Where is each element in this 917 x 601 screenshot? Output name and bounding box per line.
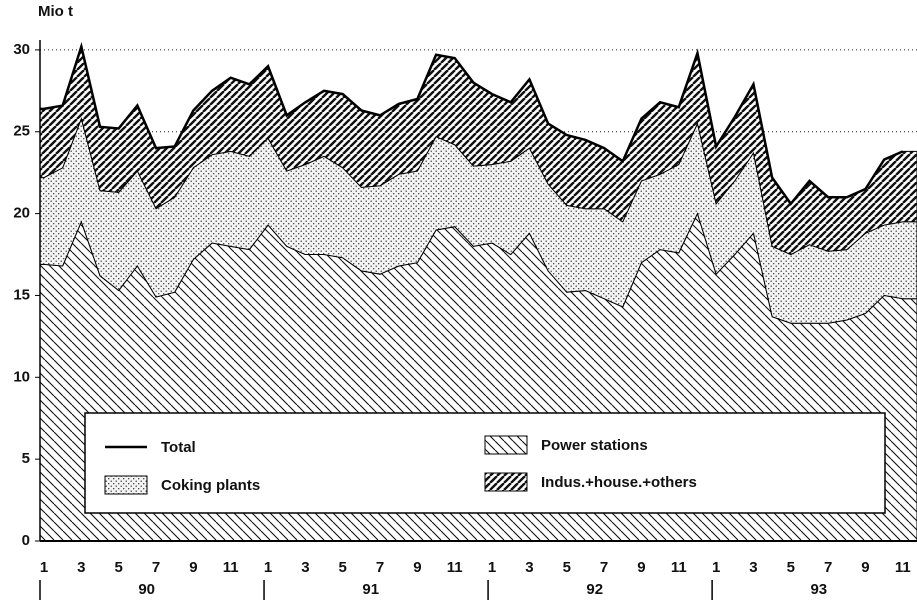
x-tick-label: 3: [301, 559, 309, 576]
x-tick-label: 11: [895, 559, 911, 576]
x-tick-label: 5: [115, 559, 123, 576]
legend-swatch: [484, 472, 528, 492]
legend-swatch: [484, 435, 528, 455]
y-tick-label: 25: [13, 123, 30, 140]
y-axis-label: Mio t: [38, 3, 73, 20]
y-tick-label: 20: [13, 205, 30, 222]
legend-label: Total: [161, 439, 196, 456]
x-tick-label: 5: [563, 559, 571, 576]
legend-box: [84, 412, 886, 514]
x-tick-label: 9: [861, 559, 869, 576]
legend-label: Coking plants: [161, 477, 260, 494]
x-tick-label: 7: [376, 559, 384, 576]
x-tick-label: 9: [413, 559, 421, 576]
x-tick-label: 3: [749, 559, 757, 576]
x-tick-label: 11: [223, 559, 239, 576]
x-tick-label: 3: [525, 559, 533, 576]
year-label: 92: [586, 581, 603, 598]
legend-swatch: [104, 475, 148, 495]
x-tick-label: 1: [488, 559, 496, 576]
year-label: 91: [362, 581, 379, 598]
x-tick-label: 9: [637, 559, 645, 576]
y-tick-label: 0: [22, 532, 30, 549]
x-tick-label: 11: [447, 559, 463, 576]
x-tick-label: 7: [824, 559, 832, 576]
y-tick-label: 30: [13, 41, 30, 58]
year-label: 90: [138, 581, 155, 598]
legend-label: Power stations: [541, 437, 648, 454]
x-tick-label: 1: [264, 559, 272, 576]
year-label: 93: [810, 581, 827, 598]
x-tick-label: 7: [152, 559, 160, 576]
x-tick-label: 3: [77, 559, 85, 576]
total-line: [40, 41, 904, 206]
y-tick-label: 5: [22, 450, 30, 467]
x-tick-label: 1: [712, 559, 720, 576]
legend-label: Indus.+house.+others: [541, 474, 697, 491]
x-tick-label: 11: [671, 559, 687, 576]
y-tick-label: 15: [13, 286, 30, 303]
x-tick-label: 9: [189, 559, 197, 576]
x-tick-label: 7: [600, 559, 608, 576]
x-tick-label: 5: [787, 559, 795, 576]
x-tick-label: 1: [40, 559, 48, 576]
x-tick-label: 5: [339, 559, 347, 576]
y-tick-label: 10: [13, 368, 30, 385]
